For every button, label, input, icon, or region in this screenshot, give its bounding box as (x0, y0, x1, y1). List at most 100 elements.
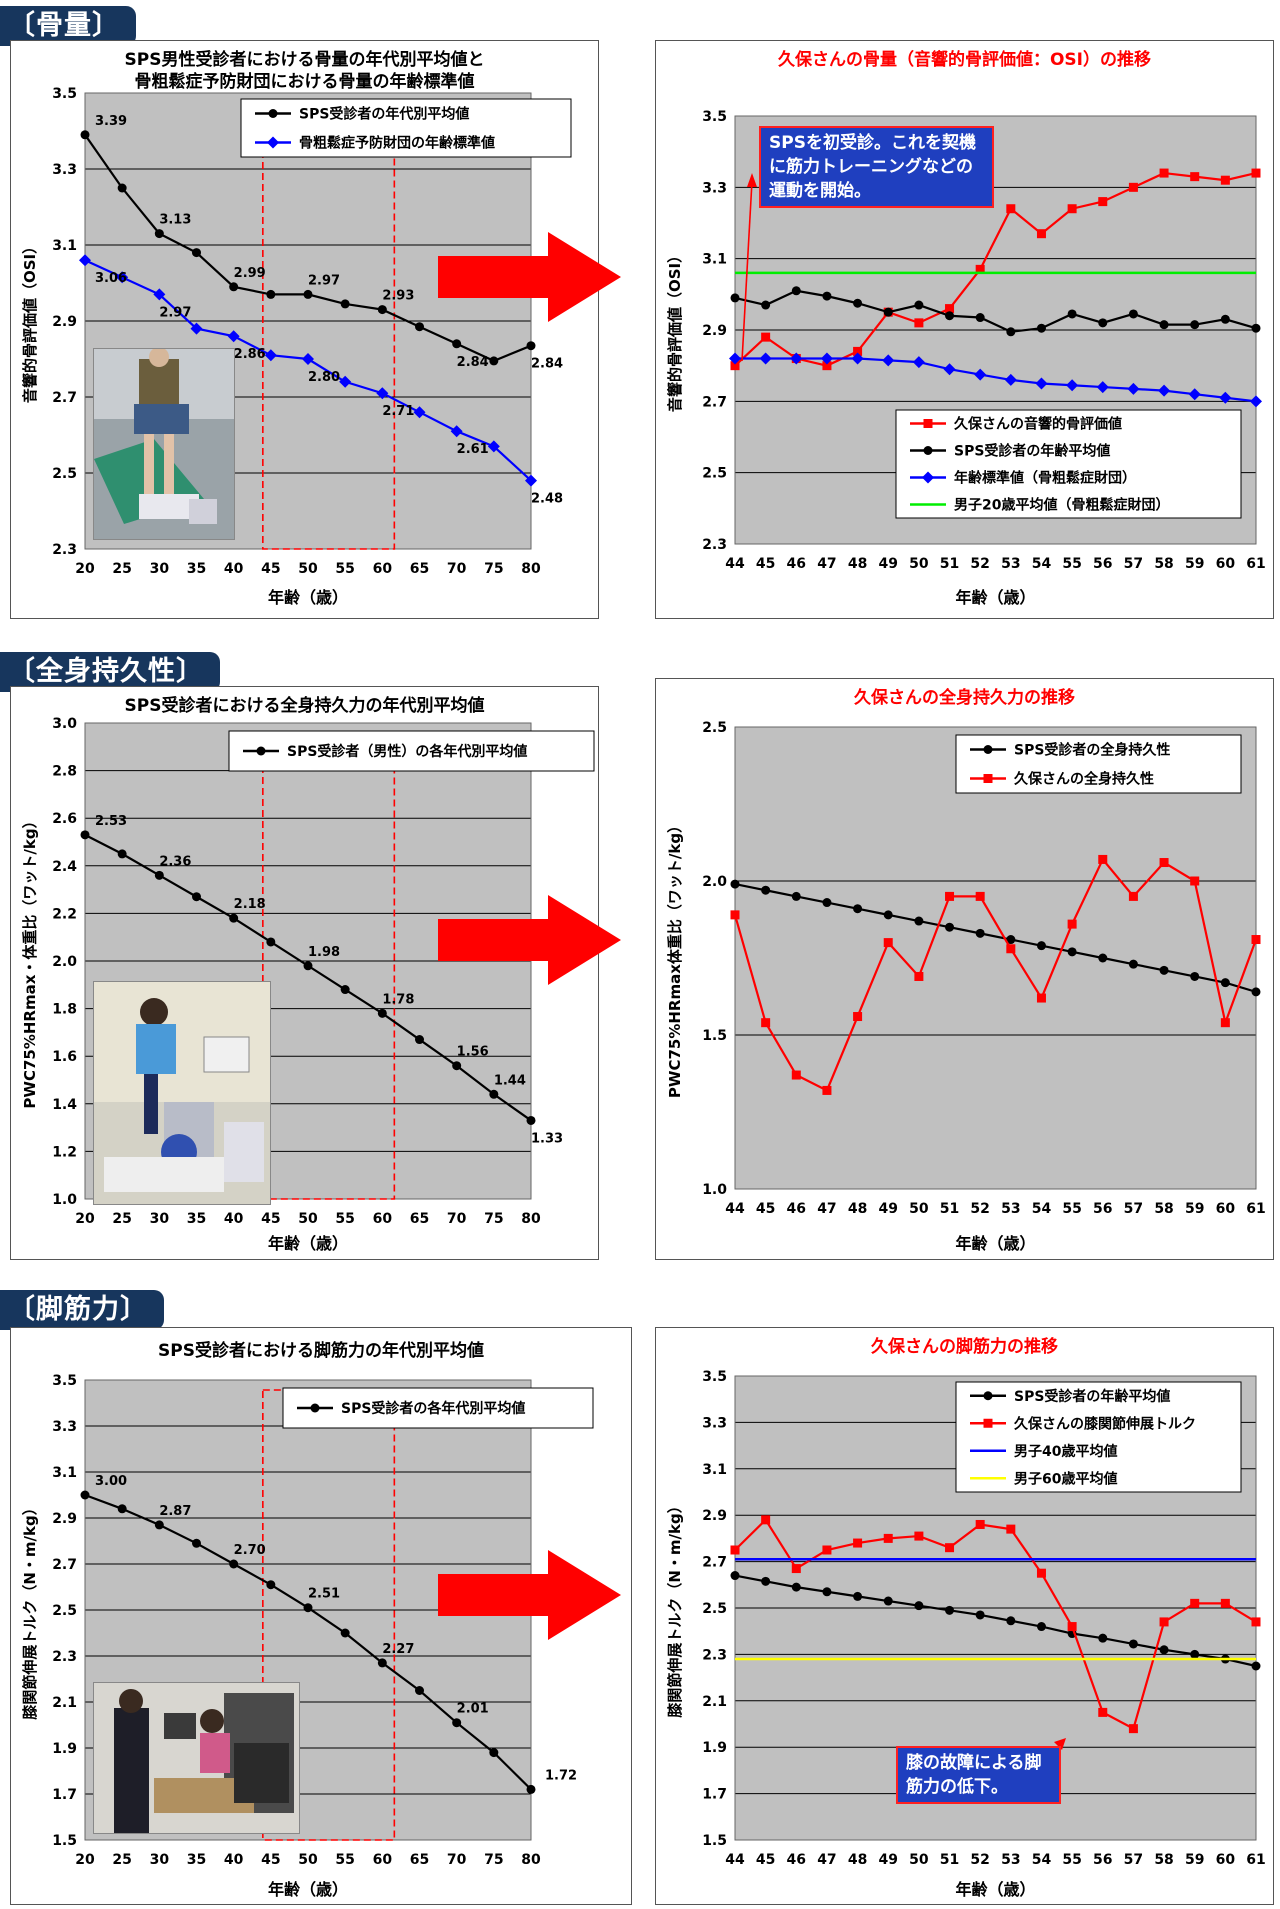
x-tick-label: 57 (1124, 1852, 1143, 1868)
legend-marker (983, 1391, 993, 1401)
data-point (853, 346, 863, 356)
data-point (730, 361, 740, 371)
data-point (1190, 1649, 1200, 1659)
data-point (526, 341, 536, 351)
data-point (1098, 197, 1108, 207)
y-axis-label: 膝関節伸展トルク（N・m/kg） (666, 1498, 684, 1717)
x-tick-label: 59 (1185, 1201, 1204, 1217)
y-tick-label: 1.5 (52, 1833, 77, 1849)
data-point (303, 961, 313, 971)
y-axis-label: PWC75%HRmax・体重比（ワット/kg） (21, 813, 39, 1108)
legend-entry: 年齢標準値（骨粗鬆症財団） (954, 470, 1136, 487)
data-point (1251, 168, 1261, 178)
data-point (303, 1603, 313, 1613)
y-axis-label: 音響的骨評価値（OSI） (666, 248, 684, 412)
chart-svg-endurance-kubo: 1.0 1.5 2.0 2.5 44 45 46 47 48 49 50 51 52 53 54 55 56 57… (666, 720, 1266, 1253)
y-tick-label: 1.5 (702, 1028, 727, 1044)
legend-entry: SPS受診者の年齢平均値 (1014, 1388, 1170, 1405)
data-point (1128, 182, 1138, 192)
x-tick-label: 59 (1185, 1852, 1204, 1868)
x-tick-label: 60 (373, 1852, 393, 1868)
data-point (1036, 1622, 1046, 1632)
data-point (450, 425, 463, 438)
x-tick-label: 58 (1154, 1852, 1173, 1868)
data-point (1159, 168, 1169, 178)
data-point (761, 1018, 771, 1028)
data-point (377, 305, 387, 315)
data-point (945, 1605, 955, 1615)
data-point (1251, 987, 1261, 997)
data-point (1251, 1617, 1261, 1627)
data-point (1036, 1568, 1046, 1578)
data-point (1036, 323, 1046, 333)
y-tick-label: 2.5 (702, 466, 727, 482)
x-tick-label: 52 (970, 1852, 989, 1868)
y-tick-label: 2.8 (52, 764, 77, 780)
y-tick-label: 3.5 (52, 86, 77, 102)
data-point (853, 1591, 863, 1601)
legend-marker (983, 745, 993, 754)
photo-leg-test (93, 1682, 300, 1834)
x-tick-label: 65 (410, 1211, 429, 1227)
x-tick-label: 30 (150, 561, 170, 577)
x-tick-label: 57 (1124, 1201, 1143, 1217)
highlight-range-box (262, 732, 396, 1200)
series-line (734, 1518, 1257, 1731)
x-tick-label: 35 (187, 1211, 206, 1227)
data-point (883, 1533, 893, 1543)
data-point (526, 1784, 536, 1794)
data-label: 2.93 (382, 289, 414, 304)
legend-marker (268, 109, 278, 118)
y-tick-label: 3.5 (52, 1373, 77, 1389)
data-point (914, 1531, 924, 1541)
data-point (914, 916, 924, 926)
x-tick-label: 46 (787, 1852, 806, 1868)
chart-title: 久保さんの全身持久力の推移 (656, 687, 1273, 709)
data-point (1036, 993, 1046, 1003)
chart-title-line-1: SPS男性受診者における骨量の年代別平均値と (124, 50, 485, 70)
x-tick-label: 60 (1216, 1852, 1236, 1868)
legend-marker (983, 1418, 993, 1428)
data-point (80, 130, 90, 140)
data-point (192, 892, 201, 902)
data-label: 2.80 (308, 370, 340, 385)
section-label-endurance: 〔全身持久性〕 (0, 652, 220, 692)
legend-entry: 男子40歳平均値 (1014, 1443, 1117, 1460)
data-point (883, 938, 893, 948)
x-tick-label: 56 (1093, 1201, 1112, 1217)
data-point (452, 339, 462, 349)
data-point (822, 1545, 832, 1555)
data-point (1159, 1645, 1169, 1655)
y-tick-label: 2.5 (52, 466, 77, 482)
data-point (117, 1504, 127, 1514)
x-tick-label: 20 (75, 561, 95, 577)
x-tick-label: 61 (1246, 556, 1265, 572)
data-point (487, 440, 500, 453)
y-axis-label: 膝関節伸展トルク（N・m/kg） (21, 1500, 39, 1719)
x-tick-label: 70 (447, 1211, 467, 1227)
x-tick-label: 47 (817, 1852, 836, 1868)
legend-marker (923, 446, 933, 455)
y-tick-label: 2.3 (702, 1647, 727, 1663)
data-label: 2.27 (382, 1642, 414, 1657)
data-point (1220, 1018, 1230, 1028)
chart-svg-bone-kubo: 2.3 2.5 2.7 2.9 3.1 3.3 3.5 44 45 46 47 48 49 50 51 52 5… (666, 109, 1266, 607)
data-point (730, 879, 740, 889)
legend-box (955, 1381, 1242, 1493)
x-tick-label: 54 (1032, 1852, 1052, 1868)
data-point (1159, 320, 1169, 330)
data-point (914, 318, 924, 328)
y-tick-label: 3.5 (702, 1369, 727, 1385)
x-tick-label: 40 (224, 1211, 244, 1227)
x-tick-label: 52 (970, 556, 989, 572)
callout-first-visit: SPSを初受診。これを契機に筋力トレーニングなどの運動を開始。 (759, 126, 994, 208)
data-point (1159, 965, 1169, 975)
data-point (116, 271, 129, 284)
data-point (975, 1519, 985, 1529)
data-point (730, 1571, 740, 1581)
arrow-leg (438, 1550, 621, 1640)
data-point (302, 353, 314, 365)
data-point (914, 1601, 924, 1611)
x-tick-label: 75 (484, 561, 503, 577)
x-tick-label: 50 (909, 1201, 929, 1217)
